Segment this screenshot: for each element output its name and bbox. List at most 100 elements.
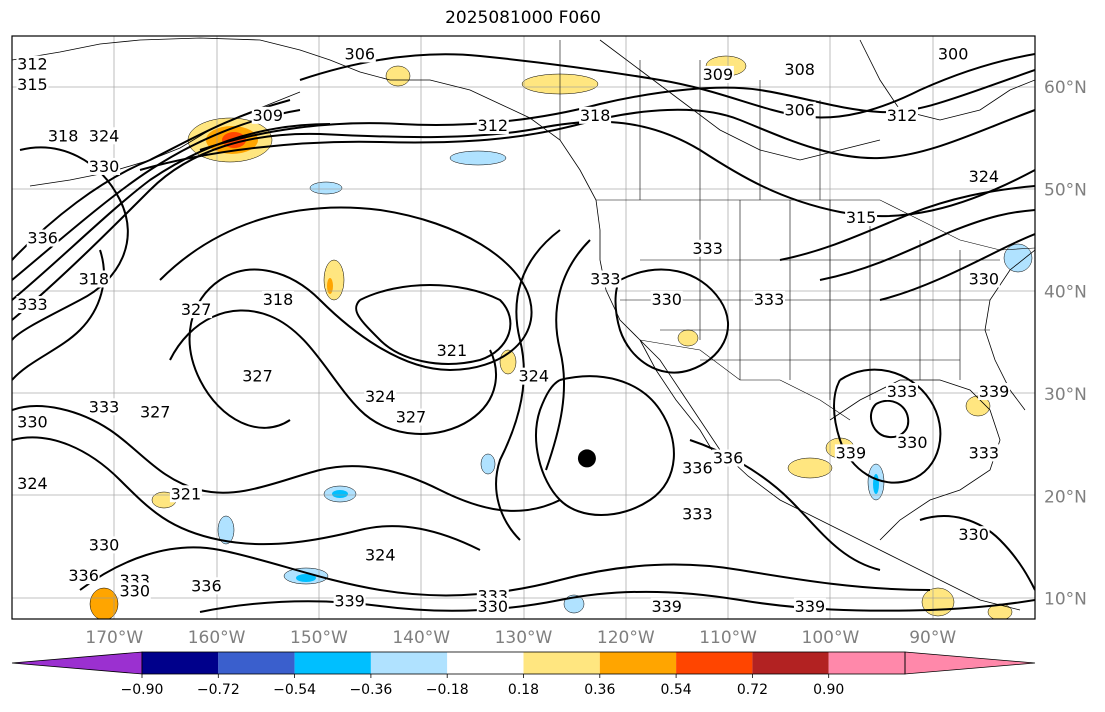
contour-label: 327	[140, 402, 171, 421]
contour-label: 333	[682, 505, 713, 524]
contour-label-bg	[753, 290, 786, 308]
contour-label-bg	[169, 485, 202, 503]
colorbar: −0.90 −0.72 −0.54 −0.36 −0.18 0.18 0.36 0.54 0.7…	[11, 651, 1036, 698]
contour-333-high	[535, 375, 675, 516]
contour-label: 318	[263, 290, 294, 309]
contour-label-bg	[16, 55, 49, 73]
contour-label-bg	[88, 398, 121, 416]
colorbar-segment	[447, 652, 524, 674]
colorbar-tick-label: 0.18	[508, 682, 539, 698]
contour-label-bg	[967, 444, 1000, 462]
warm-patch-florida	[965, 395, 991, 417]
contour-label-bg	[251, 106, 284, 124]
contour-label: 300	[938, 44, 969, 63]
contour-330-east-jet	[545, 239, 591, 471]
contour-label: 333	[692, 239, 723, 258]
contour-label-bg	[845, 209, 878, 227]
colorbar-extend-low	[11, 651, 143, 675]
colorbar-segment	[828, 652, 905, 674]
contour-label-bg	[261, 290, 294, 308]
alaska-coast	[12, 37, 601, 231]
cold-patch-bc	[449, 150, 507, 166]
warm-patch-central	[323, 259, 345, 301]
warm-patch-caribbean	[921, 587, 955, 617]
contour-jet-d	[12, 99, 291, 261]
contour-label: 333	[969, 443, 1000, 462]
contour-label: 318	[79, 269, 110, 288]
contour-label: 333	[887, 382, 918, 401]
contour-label: 312	[887, 106, 918, 125]
colorbar-segment	[370, 652, 448, 674]
contour-label: 333	[590, 269, 621, 288]
cold-patch-east	[480, 453, 496, 475]
contour-label-bg	[978, 382, 1011, 400]
map-title: 2025081000 F060	[445, 8, 601, 28]
baja-coast	[639, 339, 713, 451]
contour-label: 312	[478, 116, 509, 135]
contour-318-n	[139, 108, 1035, 171]
colorbar-tick-label: 0.72	[737, 682, 768, 698]
lat-tick-label: 40°N	[1044, 283, 1087, 303]
lat-tick-label: 30°N	[1044, 385, 1087, 405]
contour-label-bg	[118, 582, 151, 600]
contour-label-bg	[364, 546, 397, 564]
contour-label-bg	[701, 65, 734, 83]
lat-tick-label: 20°N	[1044, 487, 1087, 507]
contour-label: 336	[713, 448, 744, 467]
contour-label-bg	[783, 101, 816, 119]
contour-label: 324	[17, 474, 48, 493]
contour-jet-a	[12, 120, 1035, 321]
contour-label-bg	[241, 367, 274, 385]
lon-tick-label: 150°W	[290, 628, 348, 648]
contour-label: 339	[795, 597, 826, 616]
contour-label-bg	[896, 434, 929, 452]
colorbar-segment	[599, 652, 677, 674]
colorbar-segment	[676, 652, 753, 674]
contour-label: 306	[784, 101, 815, 120]
contour-label-bg	[190, 577, 223, 595]
warm-patch-central-core	[327, 278, 333, 294]
lon-tick-label: 170°W	[85, 628, 143, 648]
contour-label: 324	[518, 367, 549, 386]
contour-333-w	[12, 436, 481, 551]
colorbar-tick-label: 0.90	[813, 682, 844, 698]
contour-label: 333	[89, 397, 120, 416]
contour-330-w	[12, 405, 561, 512]
lon-tick-label: 160°W	[188, 628, 246, 648]
contour-label: 318	[580, 106, 611, 125]
contour-label-bg	[394, 408, 427, 426]
colorbar-tick-label: −0.54	[273, 682, 316, 698]
marker-layer	[577, 449, 596, 468]
contour-324-east-jet	[495, 229, 561, 541]
contour-label: 324	[365, 387, 396, 406]
contour-ne-c	[879, 233, 1035, 301]
contour-label: 336	[682, 459, 713, 478]
contour-label-bg	[180, 301, 213, 319]
state-lines-2	[620, 259, 1000, 361]
contour-327-loop	[169, 309, 497, 435]
contour-label-bg	[16, 296, 49, 314]
contour-label: 330	[969, 269, 1000, 288]
contour-label-bg	[16, 475, 49, 493]
contour-label-bg	[579, 106, 612, 124]
colorbar-extend-high	[904, 651, 1036, 675]
contour-label-bg	[681, 505, 714, 523]
contour-label-bg	[139, 403, 172, 421]
contour-label-bg	[650, 290, 683, 308]
contour-label-bg	[77, 270, 110, 288]
contour-label-bg	[712, 449, 745, 467]
contour-label-bg	[517, 367, 550, 385]
contour-label: 327	[242, 367, 273, 386]
contour-label-bg	[364, 388, 397, 406]
contour-label-bg	[333, 592, 366, 610]
contour-label-bg	[88, 127, 121, 145]
political-borders	[559, 40, 1035, 421]
contour-label-bg	[16, 76, 49, 94]
contour-label-bg	[967, 168, 1000, 186]
contour-label: 306	[345, 44, 376, 63]
contour-333-sw	[614, 268, 730, 374]
hudson-coast	[859, 39, 1035, 121]
contour-label-bg	[343, 45, 376, 63]
us-canada-border	[596, 199, 1035, 251]
